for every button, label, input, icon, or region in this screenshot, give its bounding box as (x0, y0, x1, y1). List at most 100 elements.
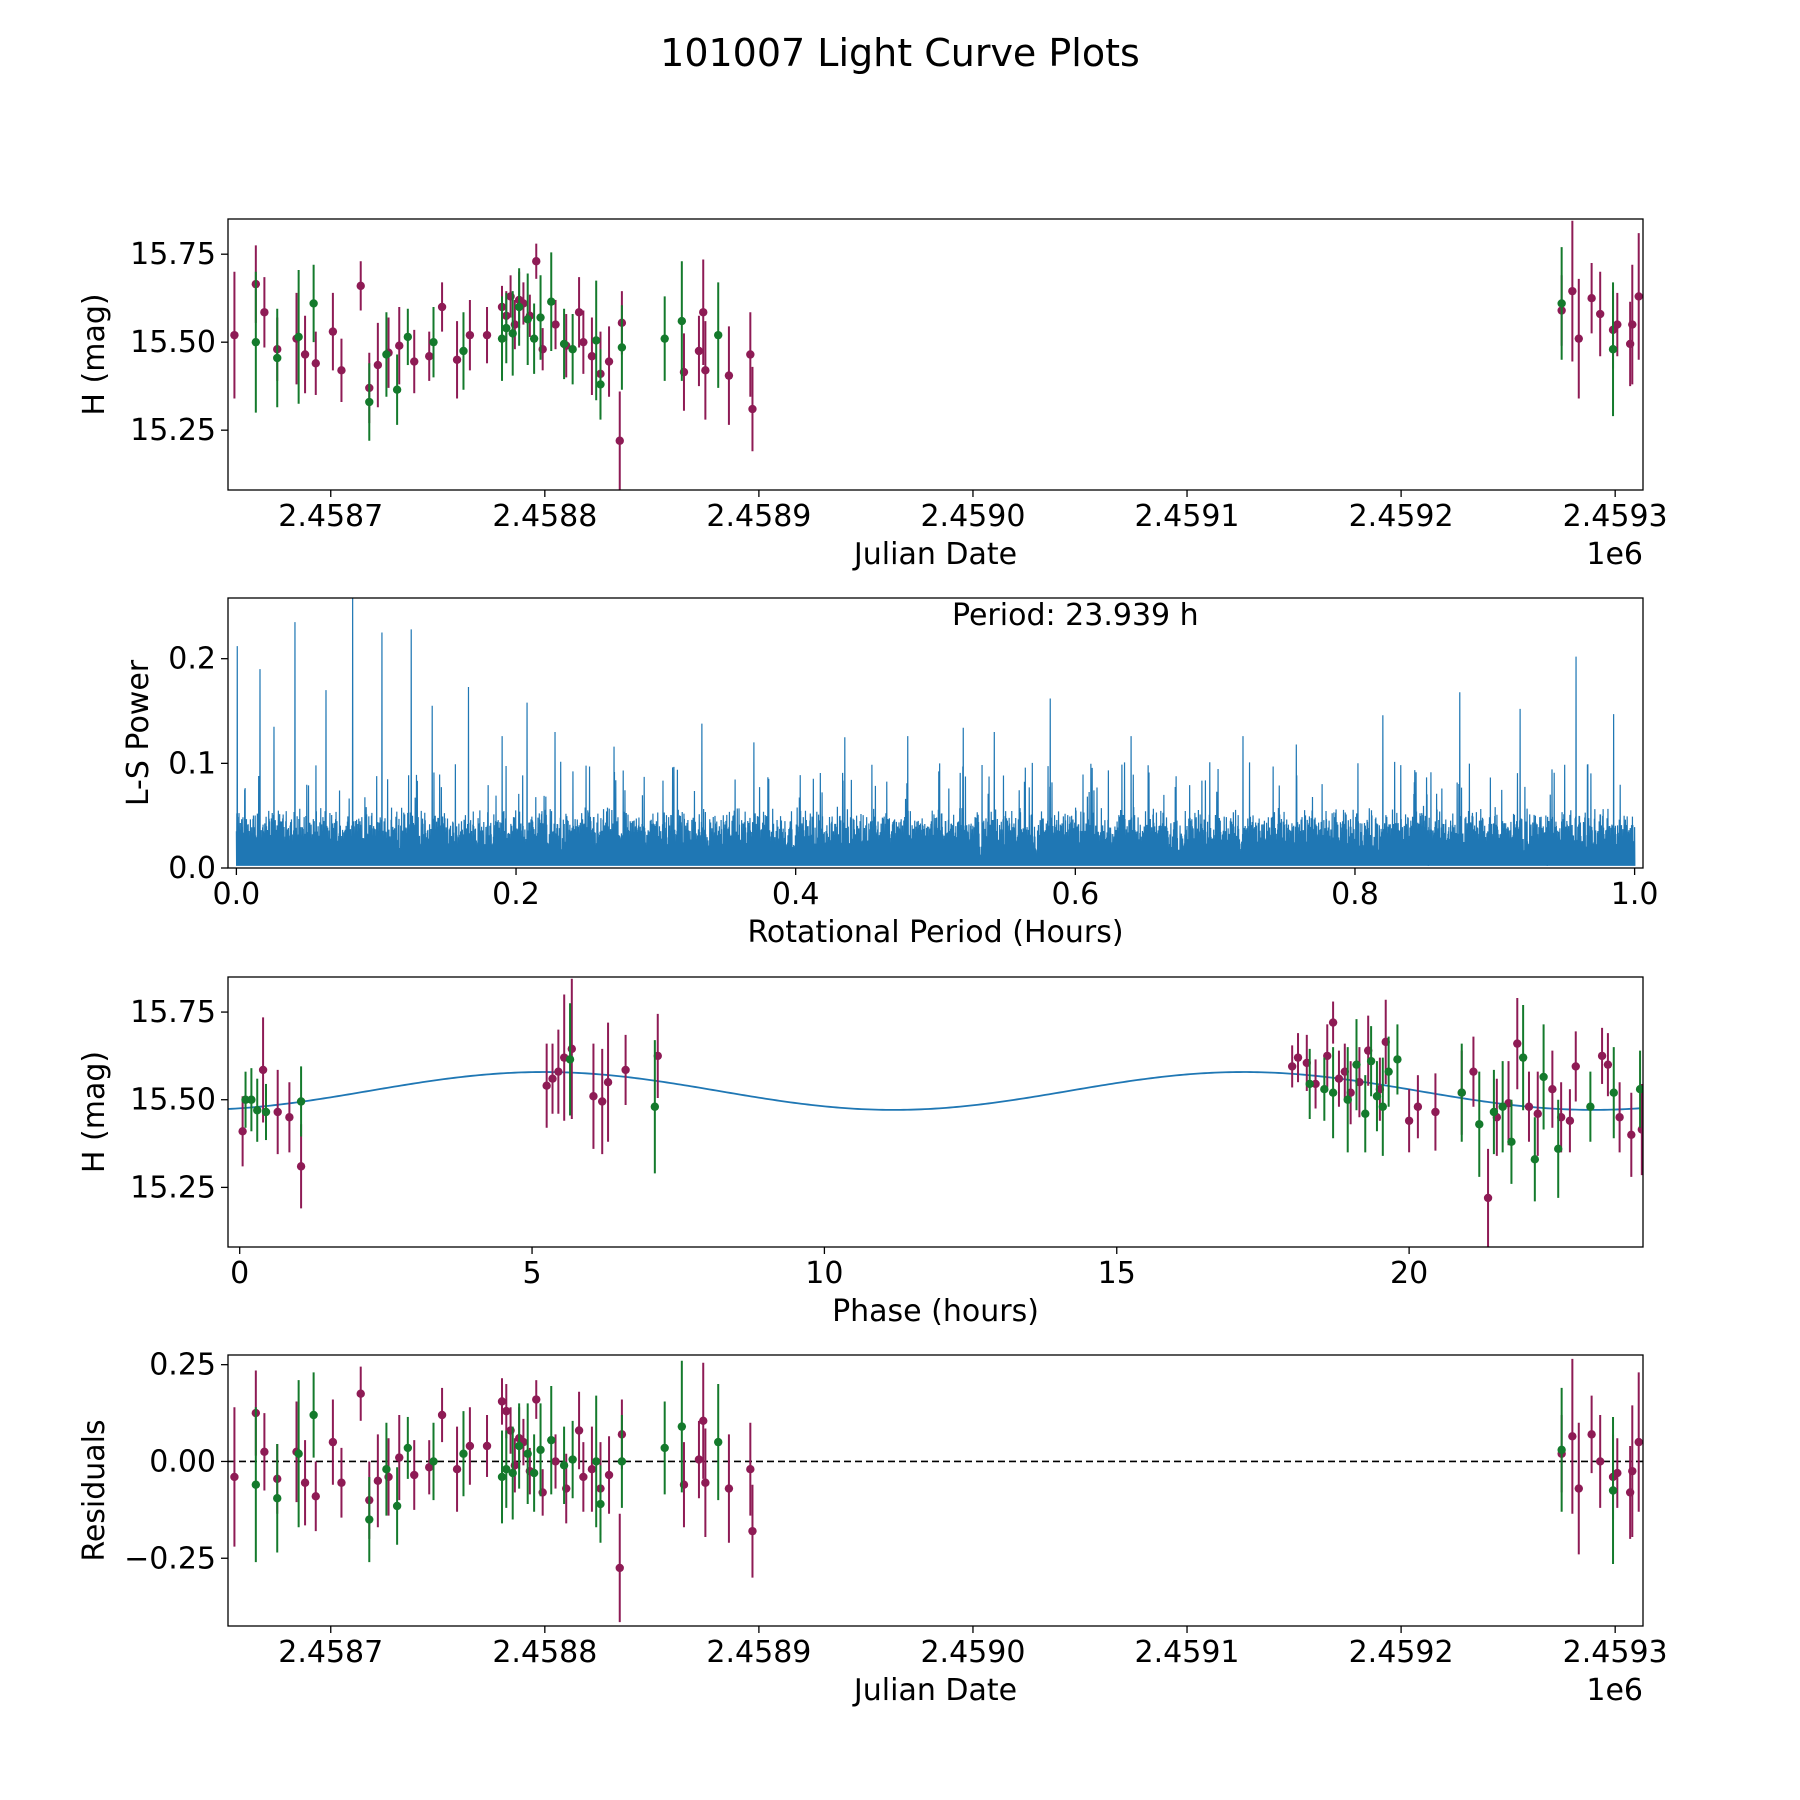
subplot-1: 2.4587 2.4588 2.4589 2.4590 2.4591 2.4592 2.45… (77, 218, 1668, 572)
data-point (392, 1501, 402, 1511)
x-tick-label: 0.8 (1331, 877, 1379, 912)
x-tick-label: 20 (1390, 1256, 1428, 1291)
data-point (502, 323, 511, 333)
x-tick-label: 2.4591 (1135, 499, 1240, 534)
data-point (1483, 1193, 1493, 1203)
x-tick-label: 2.4589 (706, 1635, 811, 1670)
y-axis-label: H (mag) (77, 1051, 112, 1173)
data-point (603, 1077, 613, 1087)
data-point (1320, 1085, 1329, 1094)
data-point (508, 329, 517, 338)
data-point (1628, 1466, 1637, 1476)
data-point (311, 359, 320, 368)
data-point (238, 1127, 247, 1136)
data-point (604, 1470, 614, 1480)
data-point (1608, 1486, 1618, 1495)
axes-frame (227, 218, 1644, 491)
data-point (1634, 1437, 1643, 1447)
data-point (1328, 1018, 1338, 1027)
data-point (395, 1453, 404, 1462)
data-point (1615, 1113, 1624, 1122)
data-point (429, 1457, 438, 1466)
data-point (699, 1416, 708, 1426)
data-point (1568, 1432, 1577, 1441)
y-tick-label: 0.1 (168, 746, 216, 781)
data-point (596, 1499, 605, 1509)
data-point (567, 1044, 577, 1054)
data-point (701, 1478, 710, 1487)
y-tick-label: −0.25 (124, 1541, 216, 1576)
data-point (328, 1437, 338, 1447)
data-point (1469, 1067, 1478, 1076)
data-point (1637, 1125, 1643, 1134)
data-point (746, 350, 755, 359)
data-point (1343, 1095, 1352, 1104)
data-point (382, 1465, 391, 1474)
x-tick-label: 2.4592 (1349, 1635, 1454, 1670)
data-point (508, 1468, 517, 1478)
x-tick-label: 2.4593 (1563, 499, 1668, 534)
data-point (650, 1102, 660, 1111)
data-point (1548, 1085, 1557, 1094)
data-point (1608, 345, 1618, 354)
data-point (1413, 1102, 1423, 1111)
y-tick-label: 15.50 (130, 1083, 216, 1118)
x-tick-label: 0.4 (772, 877, 820, 912)
data-point (497, 334, 507, 343)
data-point (1518, 1053, 1528, 1062)
y-tick-label: 0.2 (168, 642, 216, 677)
data-point (551, 320, 560, 329)
data-point (714, 1437, 723, 1447)
data-point (482, 1441, 492, 1451)
data-point (724, 1484, 734, 1493)
data-point (459, 346, 468, 356)
data-point (677, 1422, 687, 1431)
data-point (746, 1465, 755, 1474)
x-tick-label: 1.0 (1611, 877, 1659, 912)
x-tick-label: 2.4587 (278, 499, 383, 534)
x-tick-label: 2.4588 (492, 1635, 597, 1670)
data-point (724, 371, 734, 380)
data-point (748, 404, 757, 414)
data-point (300, 1478, 310, 1487)
data-point (296, 1162, 306, 1171)
data-point (1613, 1468, 1622, 1478)
data-point (1627, 1130, 1636, 1139)
data-point (574, 308, 584, 317)
data-point (300, 350, 310, 359)
x-axis-label: Julian Date (852, 537, 1017, 572)
data-point (568, 1455, 577, 1464)
data-point (1404, 1116, 1414, 1125)
data-point (1489, 1107, 1499, 1117)
data-point (621, 1065, 630, 1075)
data-point (617, 343, 627, 352)
y-tick-label: 0.00 (149, 1444, 216, 1479)
y-tick-label: 0.0 (168, 851, 216, 886)
axes-frame (227, 597, 1644, 869)
data-point (1574, 334, 1583, 343)
data-point (1565, 1116, 1575, 1125)
data-point (523, 315, 532, 324)
series-b (241, 1003, 1643, 1202)
data-point (502, 1406, 511, 1416)
subplot-4: 2.4587 2.4588 2.4589 2.4590 2.4591 2.4592 2.45… (77, 1348, 1668, 1708)
x-tick-label: 5 (523, 1256, 542, 1291)
data-point (410, 357, 419, 366)
data-point (1568, 286, 1577, 296)
data-point (1586, 1102, 1595, 1111)
x-axis-label: Phase (hours) (832, 1294, 1039, 1329)
x-tick-label: 2.4590 (920, 1635, 1025, 1670)
data-point (403, 332, 413, 342)
x-tick-label: 2.4589 (706, 499, 811, 534)
data-point (273, 1107, 282, 1117)
data-point (452, 1465, 462, 1474)
data-point (596, 380, 605, 389)
data-point (1378, 1102, 1388, 1111)
data-point (591, 336, 601, 345)
data-point (425, 352, 434, 361)
x-tick-label: 2.4593 (1563, 1635, 1668, 1670)
x-tick-label: 2.4592 (1349, 499, 1454, 534)
data-point (1457, 1088, 1466, 1097)
data-point (392, 385, 402, 394)
